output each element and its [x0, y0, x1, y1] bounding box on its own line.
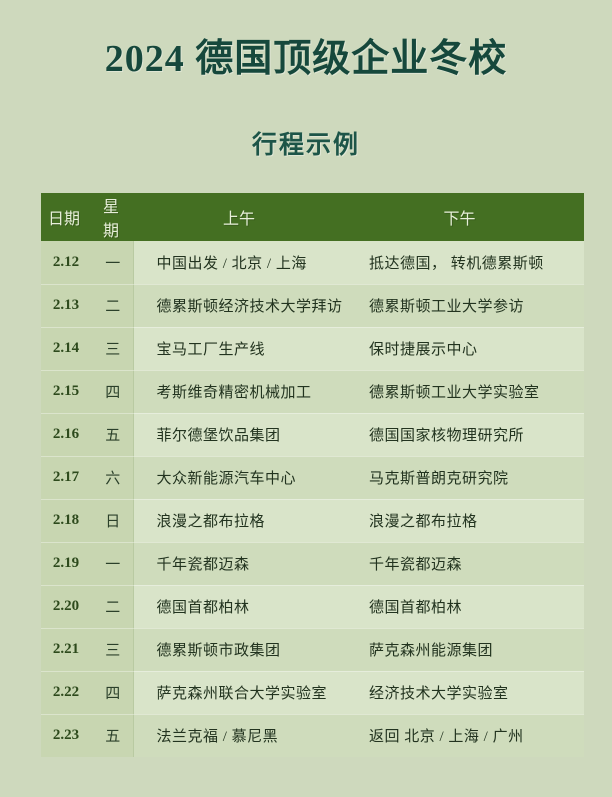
cell-date: 2.22 [41, 671, 93, 715]
column-header-afternoon: 下午 [353, 193, 584, 241]
cell-weekday: 四 [93, 370, 134, 414]
table-row: 2.18 日浪漫之都布拉格 浪漫之都布拉格 [41, 499, 584, 543]
table-row: 2.15 四考斯维奇精密机械加工 德累斯顿工业大学实验室 [41, 370, 584, 414]
table-row: 2.19 一千年瓷都迈森 千年瓷都迈森 [41, 542, 584, 586]
page-subtitle: 行程示例 [251, 131, 360, 159]
cell-date: 2.18 [41, 499, 93, 543]
cell-date: 2.21 [41, 628, 93, 672]
cell-afternoon: 德累斯顿工业大学实验室 [353, 370, 584, 414]
table-row: 2.13 二德累斯顿经济技术大学拜访 德累斯顿工业大学参访 [41, 284, 584, 328]
table-header: 日期 星期 上午 下午 [41, 193, 584, 241]
cell-morning: 德国首都柏林 [133, 585, 353, 629]
cell-date: 2.23 [41, 714, 93, 757]
cell-weekday: 三 [93, 327, 134, 371]
cell-weekday: 六 [93, 456, 134, 500]
page-title: 2024 德国顶级企业冬校 [104, 38, 508, 80]
cell-afternoon: 马克斯普朗克研究院 [353, 456, 584, 500]
cell-weekday: 一 [93, 542, 134, 586]
cell-weekday: 三 [93, 628, 134, 672]
cell-date: 2.12 [41, 241, 93, 285]
cell-morning: 法兰克福 / 慕尼黑 [133, 714, 353, 757]
cell-morning: 千年瓷都迈森 [133, 542, 353, 586]
cell-afternoon: 抵达德国， 转机德累斯顿 [353, 241, 584, 285]
table-row: 2.22 四萨克森州联合大学实验室 经济技术大学实验室 [41, 671, 584, 715]
cell-afternoon: 德国国家核物理研究所 [353, 413, 584, 457]
cell-afternoon: 浪漫之都布拉格 [353, 499, 584, 543]
title-block: 2024 德国顶级企业冬校 行程示例 [0, 0, 612, 161]
table-row: 2.20 二德国首都柏林 德国首都柏林 [41, 585, 584, 629]
cell-morning: 考斯维奇精密机械加工 [133, 370, 353, 414]
cell-morning: 德累斯顿市政集团 [133, 628, 353, 672]
header-row: 日期 星期 上午 下午 [41, 193, 584, 241]
cell-date: 2.13 [41, 284, 93, 328]
cell-date: 2.15 [41, 370, 93, 414]
table-row: 2.14 三宝马工厂生产线 保时捷展示中心 [41, 327, 584, 371]
cell-morning: 浪漫之都布拉格 [133, 499, 353, 543]
cell-morning: 大众新能源汽车中心 [133, 456, 353, 500]
cell-morning: 菲尔德堡饮品集团 [133, 413, 353, 457]
column-header-weekday: 星期 [93, 193, 133, 241]
table-row: 2.12 一中国出发 / 北京 / 上海 抵达德国， 转机德累斯顿 [41, 241, 584, 285]
cell-weekday: 五 [93, 714, 134, 757]
cell-date: 2.17 [41, 456, 93, 500]
column-header-morning: 上午 [133, 193, 353, 241]
cell-morning: 宝马工厂生产线 [133, 327, 353, 371]
column-header-date: 日期 [41, 193, 93, 241]
cell-date: 2.14 [41, 327, 93, 371]
schedule-table-wrapper: 日期 星期 上午 下午 2.12 一中国出发 / 北京 / 上海 抵达德国， 转机德… [41, 193, 584, 757]
cell-morning: 德累斯顿经济技术大学拜访 [133, 284, 353, 328]
cell-weekday: 二 [93, 585, 134, 629]
cell-date: 2.20 [41, 585, 93, 629]
table-body: 2.12 一中国出发 / 北京 / 上海 抵达德国， 转机德累斯顿 2.13 二德累斯顿… [41, 241, 584, 757]
table-row: 2.21 三德累斯顿市政集团 萨克森州能源集团 [41, 628, 584, 672]
cell-weekday: 日 [93, 499, 134, 543]
cell-date: 2.19 [41, 542, 93, 586]
schedule-table: 日期 星期 上午 下午 2.12 一中国出发 / 北京 / 上海 抵达德国， 转机德… [41, 193, 584, 757]
cell-weekday: 四 [93, 671, 134, 715]
cell-afternoon: 德累斯顿工业大学参访 [353, 284, 584, 328]
cell-weekday: 一 [93, 241, 134, 285]
cell-afternoon: 萨克森州能源集团 [353, 628, 584, 672]
table-row: 2.23 五法兰克福 / 慕尼黑 返回 北京 / 上海 / 广州 [41, 714, 584, 757]
cell-afternoon: 返回 北京 / 上海 / 广州 [353, 714, 584, 757]
cell-afternoon: 德国首都柏林 [353, 585, 584, 629]
cell-weekday: 五 [93, 413, 134, 457]
cell-weekday: 二 [93, 284, 134, 328]
cell-date: 2.16 [41, 413, 93, 457]
cell-afternoon: 保时捷展示中心 [353, 327, 584, 371]
cell-afternoon: 经济技术大学实验室 [353, 671, 584, 715]
table-row: 2.16 五菲尔德堡饮品集团 德国国家核物理研究所 [41, 413, 584, 457]
cell-morning: 中国出发 / 北京 / 上海 [133, 241, 353, 285]
cell-morning: 萨克森州联合大学实验室 [133, 671, 353, 715]
cell-afternoon: 千年瓷都迈森 [353, 542, 584, 586]
table-row: 2.17 六大众新能源汽车中心 马克斯普朗克研究院 [41, 456, 584, 500]
